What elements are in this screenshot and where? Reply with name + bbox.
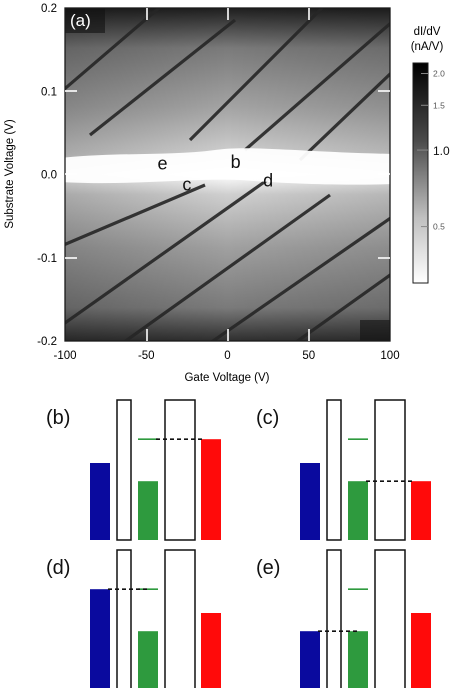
annotation-c: c [182, 174, 191, 194]
x-tick-label: 0 [224, 350, 230, 362]
y-tick-labels: -0.2 -0.1 0.0 0.1 0.2 [37, 3, 57, 348]
band-diagram-panels: (b) (c) (d) (e) [46, 399, 431, 688]
band-panel-label: (d) [46, 557, 70, 579]
x-tick-label: 100 [380, 350, 399, 362]
annotation-d: d [263, 170, 273, 190]
right-lead-bar [411, 481, 431, 540]
transition-line [188, 8, 325, 142]
tunnel-barrier-left [116, 399, 132, 541]
band-panel-label: (c) [256, 407, 279, 429]
transition-line [243, 21, 390, 152]
band-panel-b: (b) [46, 399, 221, 541]
inner-ticks [65, 8, 390, 341]
colorbar-label-line1: dI/dV [414, 26, 441, 38]
band-panel-label: (e) [256, 557, 280, 579]
right-lead-bar [201, 613, 221, 688]
colorbar: dI/dV (nA/V) 0.5 1.0 1.5 2.0 [411, 26, 450, 284]
tunnel-barrier-right [164, 549, 196, 688]
tunnel-barrier-right [374, 549, 406, 688]
annotation-e: e [157, 154, 167, 174]
band-panel-e: (e) [256, 549, 431, 688]
right-lead-bar [201, 439, 221, 540]
transition-line [298, 71, 390, 162]
x-tick-label: -100 [53, 350, 76, 362]
y-axis-label: Substrate Voltage (V) [4, 119, 16, 228]
tunnel-barrier-left [326, 399, 342, 541]
x-axis-label: Gate Voltage (V) [184, 372, 269, 384]
transition-line [65, 176, 271, 325]
dot-bar [348, 631, 368, 688]
tunnel-barrier-right [164, 399, 196, 541]
left-lead-bar [90, 463, 110, 540]
lower-right-dark-corner [360, 320, 390, 341]
x-tick-labels: -100 -50 0 50 100 [53, 350, 399, 362]
y-tick-label: 0.2 [41, 3, 57, 15]
band-panel-c: (c) [256, 399, 431, 541]
y-tick-label: 0.1 [41, 86, 57, 98]
transition-line [122, 193, 331, 341]
transition-line [294, 273, 390, 341]
colorbar-label-line2: (nA/V) [411, 41, 444, 53]
tunnel-barrier-left [326, 549, 342, 688]
transition-line [89, 18, 236, 137]
dot-bar [138, 481, 158, 540]
colorbar-tick-label: 2.0 [433, 69, 445, 79]
upper-left-dark-corner [65, 8, 105, 33]
left-lead-bar [300, 631, 320, 688]
right-lead-bar [411, 613, 431, 688]
tunnel-barrier-right [374, 399, 406, 541]
panel-a-label: (a) [70, 11, 91, 30]
zero-bias-band [65, 148, 390, 185]
y-tick-label: 0.0 [41, 170, 57, 182]
tunnel-barrier-left [116, 549, 132, 688]
dot-bar [138, 631, 158, 688]
band-panel-d: (d) [46, 549, 221, 688]
transition-line [210, 216, 390, 341]
transition-line [65, 8, 162, 91]
dot-bar [348, 481, 368, 540]
transition-line [65, 183, 206, 247]
band-panel-label: (b) [46, 407, 70, 429]
annotation-b: b [231, 152, 241, 172]
heatmap-annotations: e b c d [157, 152, 273, 194]
left-lead-bar [300, 463, 320, 540]
colorbar-tick-label: 1.0 [433, 144, 450, 158]
colorbar-gradient [412, 62, 429, 284]
y-tick-label: -0.1 [37, 253, 57, 265]
left-lead-bar [90, 589, 110, 688]
x-tick-label: 50 [302, 350, 315, 362]
heatmap-panel: (a) -100 -50 0 50 100 -0.2 -0.1 0.0 0.1 0.2 Gate… [4, 3, 400, 384]
colorbar-ticks: 0.5 1.0 1.5 2.0 [417, 69, 450, 232]
colorbar-tick-label: 1.5 [433, 100, 445, 110]
colorbar-tick-label: 0.5 [433, 222, 445, 232]
x-tick-label: -50 [138, 350, 155, 362]
y-tick-label: -0.2 [37, 336, 57, 348]
transition-lines [65, 8, 390, 341]
